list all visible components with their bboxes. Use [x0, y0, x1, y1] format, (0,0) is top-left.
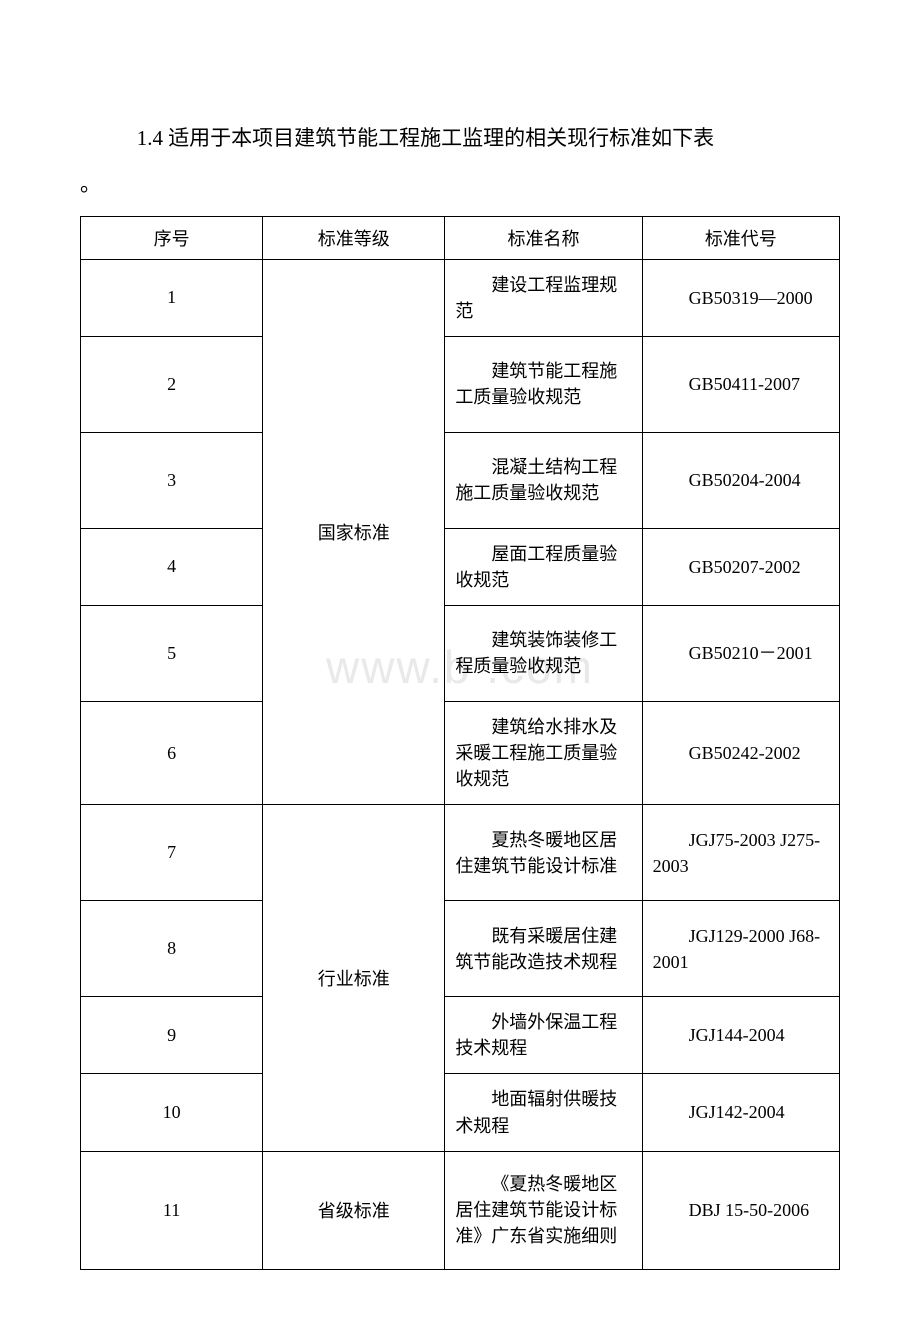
- table-row: 10 地面辐射供暖技术规程 JGJ142-2004: [81, 1074, 840, 1151]
- cell-name: 建筑装饰装修工程质量验收规范: [445, 605, 642, 701]
- document-page: 1.4 适用于本项目建筑节能工程施工监理的相关现行标准如下表 。 序号 标准等级…: [0, 0, 920, 1330]
- table-row: 3 混凝土结构工程施工质量验收规范 GB50204-2004: [81, 432, 840, 528]
- cell-code: JGJ142-2004: [642, 1074, 839, 1151]
- cell-code: JGJ129-2000 J68-2001: [642, 901, 839, 997]
- cell-level: 行业标准: [263, 805, 445, 1151]
- table-body: 1 国家标准 建设工程监理规范 GB50319—2000 2 建筑节能工程施工质…: [81, 259, 840, 1269]
- cell-code: JGJ144-2004: [642, 997, 839, 1074]
- table-row: 1 国家标准 建设工程监理规范 GB50319—2000: [81, 259, 840, 336]
- intro-period: 。: [80, 166, 840, 204]
- cell-name: 外墙外保温工程技术规程: [445, 997, 642, 1074]
- cell-seq: 3: [81, 432, 263, 528]
- cell-name: 屋面工程质量验收规范: [445, 528, 642, 605]
- cell-code: GB50207-2002: [642, 528, 839, 605]
- cell-seq: 9: [81, 997, 263, 1074]
- cell-code: DBJ 15-50-2006: [642, 1151, 839, 1269]
- cell-seq: 11: [81, 1151, 263, 1269]
- standards-table: 序号 标准等级 标准名称 标准代号 1 国家标准 建设工程监理规范 GB5031…: [80, 216, 840, 1270]
- cell-name: 建筑给水排水及采暖工程施工质量验收规范: [445, 701, 642, 804]
- cell-code: GB50242-2002: [642, 701, 839, 804]
- cell-code: JGJ75-2003 J275-2003: [642, 805, 839, 901]
- cell-seq: 6: [81, 701, 263, 804]
- cell-seq: 2: [81, 336, 263, 432]
- table-row: 6 建筑给水排水及采暖工程施工质量验收规范 GB50242-2002: [81, 701, 840, 804]
- table-row: 8 既有采暖居住建筑节能改造技术规程 JGJ129-2000 J68-2001: [81, 901, 840, 997]
- cell-level: 国家标准: [263, 259, 445, 805]
- table-header-row: 序号 标准等级 标准名称 标准代号: [81, 216, 840, 259]
- cell-name: 建筑节能工程施工质量验收规范: [445, 336, 642, 432]
- cell-name: 建设工程监理规范: [445, 259, 642, 336]
- cell-code: GB50210－2001: [642, 605, 839, 701]
- table-row: 2 建筑节能工程施工质量验收规范 GB50411-2007: [81, 336, 840, 432]
- col-level: 标准等级: [263, 216, 445, 259]
- cell-seq: 7: [81, 805, 263, 901]
- intro-paragraph: 1.4 适用于本项目建筑节能工程施工监理的相关现行标准如下表: [80, 120, 840, 158]
- table-row: 4 屋面工程质量验收规范 GB50207-2002: [81, 528, 840, 605]
- cell-seq: 1: [81, 259, 263, 336]
- table-row: 9 外墙外保温工程技术规程 JGJ144-2004: [81, 997, 840, 1074]
- col-code: 标准代号: [642, 216, 839, 259]
- cell-name: 夏热冬暖地区居住建筑节能设计标准: [445, 805, 642, 901]
- cell-seq: 5: [81, 605, 263, 701]
- cell-name: 《夏热冬暖地区居住建筑节能设计标准》广东省实施细则: [445, 1151, 642, 1269]
- cell-seq: 10: [81, 1074, 263, 1151]
- cell-code: GB50204-2004: [642, 432, 839, 528]
- cell-seq: 4: [81, 528, 263, 605]
- cell-seq: 8: [81, 901, 263, 997]
- col-seq: 序号: [81, 216, 263, 259]
- cell-level: 省级标准: [263, 1151, 445, 1269]
- cell-name: 混凝土结构工程施工质量验收规范: [445, 432, 642, 528]
- cell-code: GB50411-2007: [642, 336, 839, 432]
- cell-name: 地面辐射供暖技术规程: [445, 1074, 642, 1151]
- table-row: 5 建筑装饰装修工程质量验收规范 GB50210－2001: [81, 605, 840, 701]
- cell-code: GB50319—2000: [642, 259, 839, 336]
- cell-name: 既有采暖居住建筑节能改造技术规程: [445, 901, 642, 997]
- table-row: 11 省级标准 《夏热冬暖地区居住建筑节能设计标准》广东省实施细则 DBJ 15…: [81, 1151, 840, 1269]
- col-name: 标准名称: [445, 216, 642, 259]
- table-row: 7 行业标准 夏热冬暖地区居住建筑节能设计标准 JGJ75-2003 J275-…: [81, 805, 840, 901]
